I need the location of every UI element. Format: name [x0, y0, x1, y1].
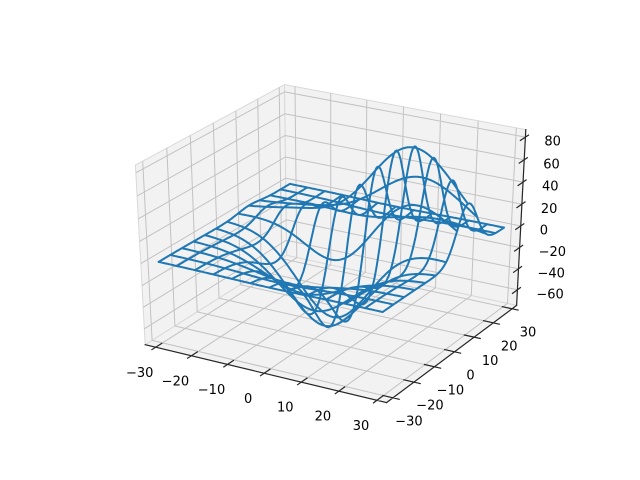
z-tick-label: 60 [543, 157, 560, 172]
x-tick-label: 10 [277, 401, 294, 416]
z-tick-label: 40 [542, 180, 559, 195]
y-tick-label: 10 [482, 354, 499, 369]
x-tick-label: 0 [244, 392, 252, 407]
z-tick-label: −40 [538, 266, 565, 281]
x-tick-label: −10 [198, 383, 225, 398]
y-tick-label: 30 [520, 325, 537, 340]
y-tick-label: 0 [466, 368, 474, 383]
y-tick-label: −10 [437, 383, 464, 398]
x-tick-label: −20 [162, 374, 189, 389]
z-tick-label: 80 [544, 135, 561, 150]
axis-lines-and-ticks [144, 128, 530, 404]
grid-lines [135, 86, 526, 401]
x-tick-label: 20 [315, 410, 332, 425]
z-tick-label: −60 [536, 287, 563, 302]
x-tick-label: 30 [353, 419, 370, 434]
z-tick-label: −20 [539, 245, 566, 260]
x-tick-label: −30 [126, 366, 153, 381]
wireframe-surface [157, 145, 505, 329]
z-tick-label: 20 [541, 202, 558, 217]
y-tick-label: −30 [395, 414, 422, 429]
y-tick-label: −20 [416, 399, 443, 414]
z-tick-label: 0 [540, 224, 548, 239]
y-tick-label: 20 [501, 339, 518, 354]
